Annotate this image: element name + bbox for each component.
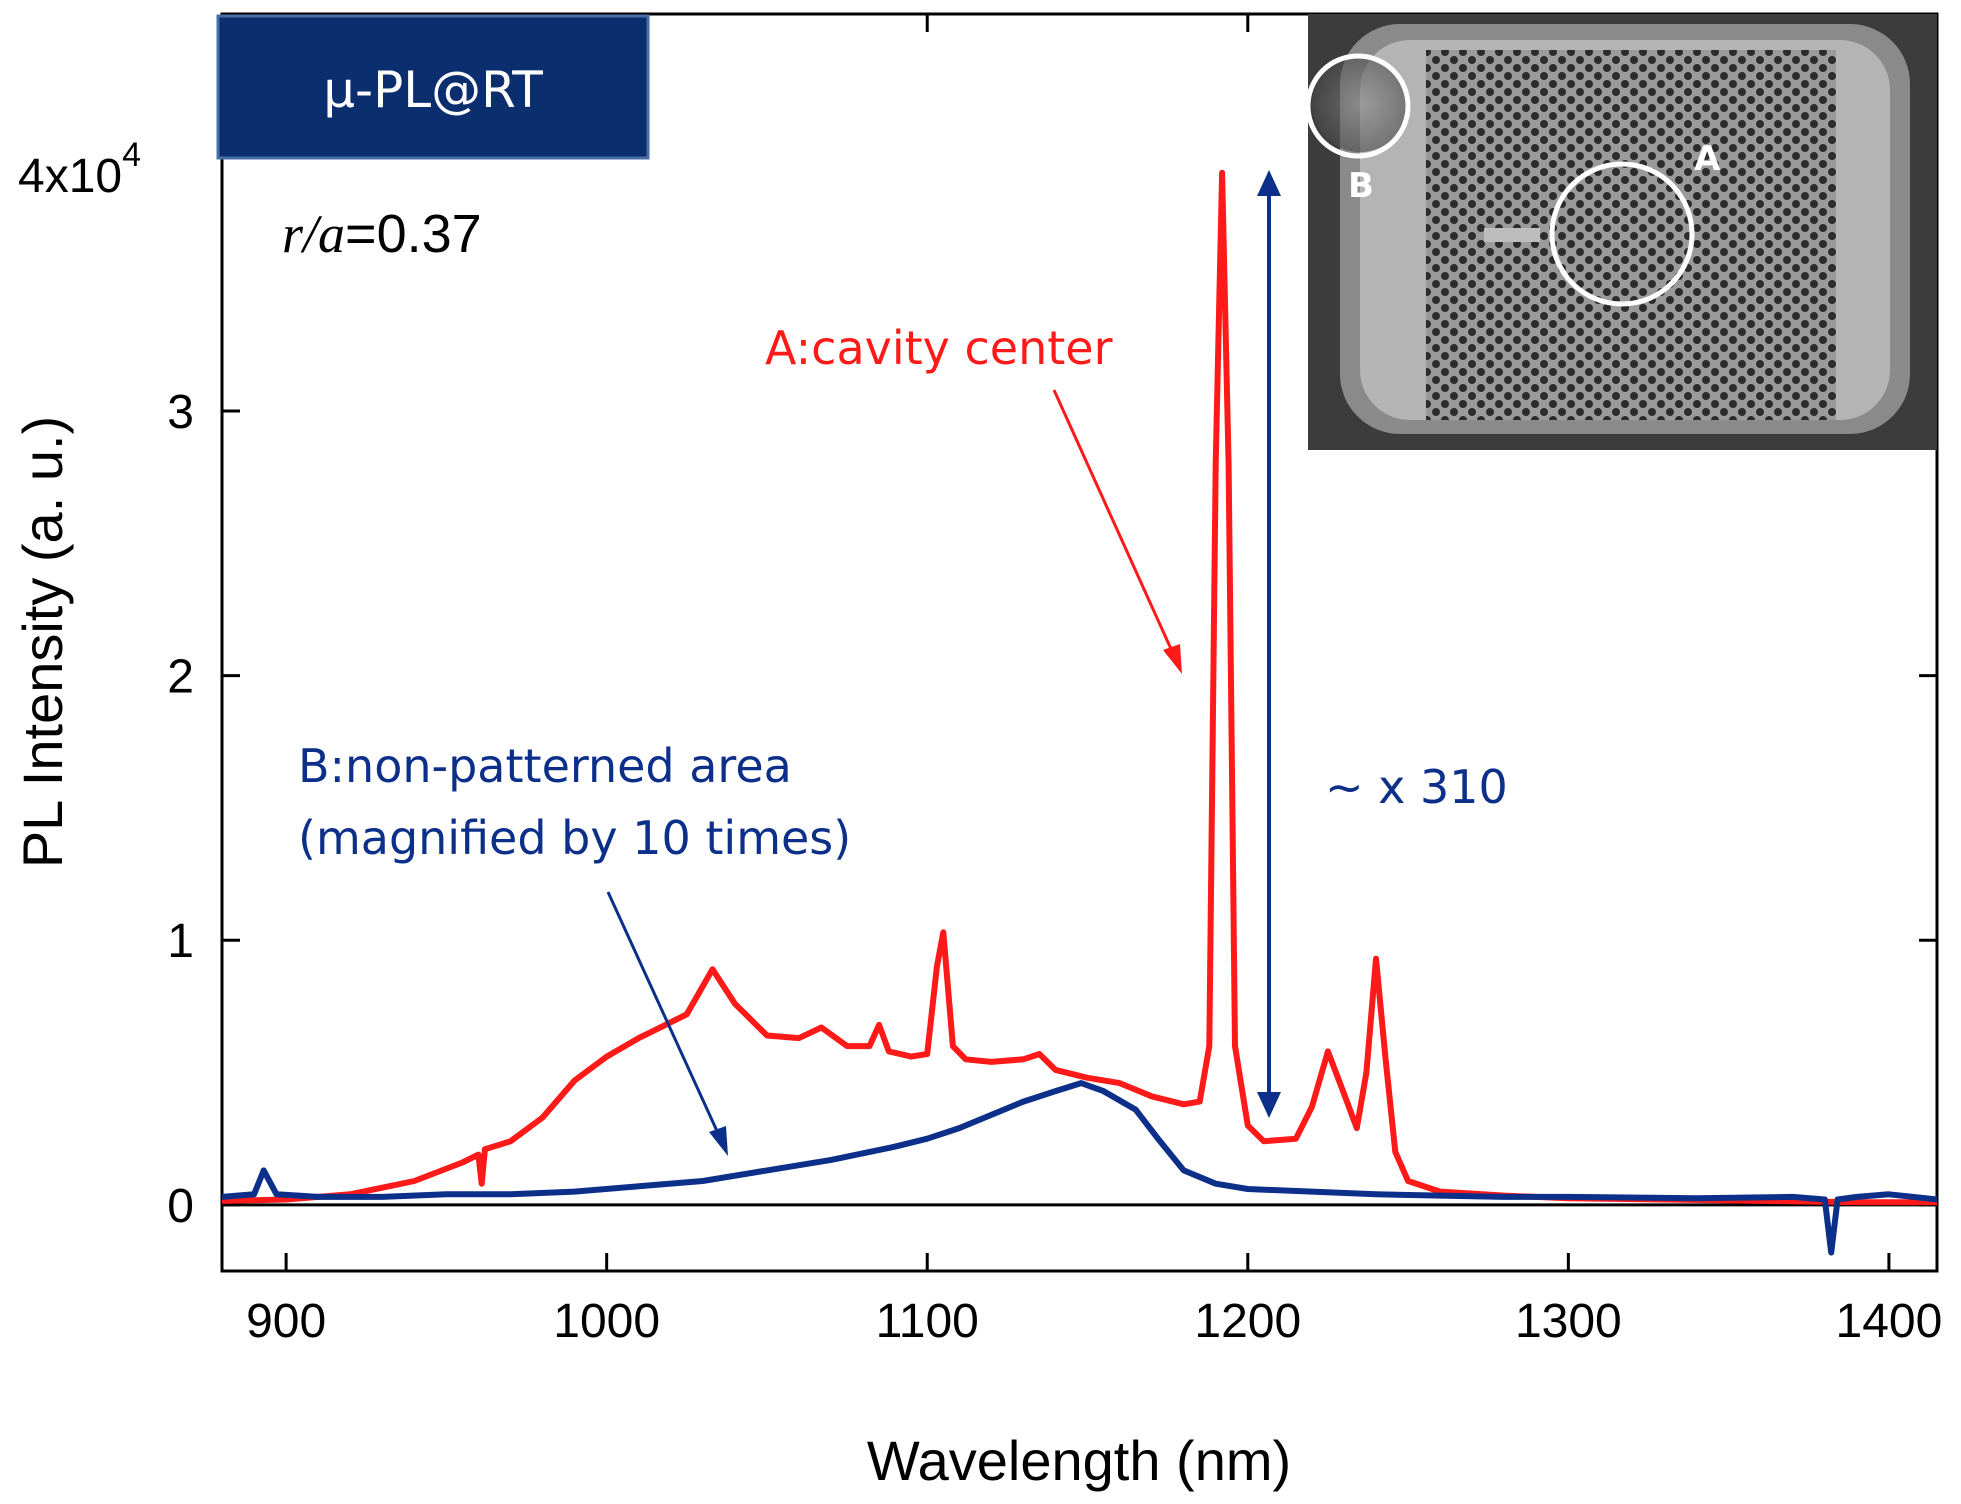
ratio-value: =0.37: [345, 204, 482, 264]
series-line-cavity-center: [221, 169, 1937, 1206]
x-tick-label: 1400: [1836, 1295, 1943, 1348]
ratio-symbol: r/a: [282, 204, 345, 264]
x-axis-title: Wavelength (nm): [867, 1429, 1291, 1492]
series-b-arrow: [606, 891, 724, 1143]
x-axis-ticks: 900 1000 1100 1200 1300 1400: [246, 14, 1942, 1348]
y-top-exponent: 4: [122, 136, 141, 174]
plot-frame: [220, 12, 1939, 1273]
y-tick-label-top: 4x104: [18, 136, 141, 203]
x-tick-label: 900: [246, 1295, 326, 1348]
x-tick-label: 1100: [876, 1295, 979, 1348]
y-axis-title: PL Intensity (a. u.): [11, 416, 74, 868]
y-tick-label: 3: [167, 386, 194, 439]
series-line-non-patterned-area: [221, 1080, 1938, 1256]
x-tick-label: 1200: [1194, 1295, 1301, 1348]
series-a-arrow: [1052, 389, 1178, 661]
ratio-arrowhead-bottom: [1257, 1092, 1281, 1118]
x-tick-label: 1300: [1515, 1295, 1622, 1348]
x-tick-label: 1000: [553, 1295, 660, 1348]
series-b-arrowhead: [709, 1126, 728, 1156]
series-a-arrowhead: [1163, 644, 1182, 674]
ratio-arrowhead-top: [1257, 170, 1281, 196]
y-tick-label: 2: [167, 651, 194, 704]
y-axis-ticks: 0 1 2 3: [167, 144, 1937, 1233]
ratio-label: ~ x 310: [1325, 760, 1508, 814]
measurement-badge: [216, 14, 650, 160]
inset-label-a: A: [1694, 139, 1721, 179]
inset-circle-b: [1305, 53, 1411, 159]
series-b-label-line2: (magnified by 10 times): [298, 811, 851, 865]
y-tick-label: 0: [167, 1180, 194, 1233]
ratio-parameter-label: r/a=0.37: [282, 204, 482, 264]
inset-label-b: B: [1348, 166, 1374, 206]
sem-inset-image: A B: [1305, 14, 1937, 450]
measurement-badge-text: μ-PL@RT: [323, 61, 543, 119]
series-a-label: A:cavity center: [765, 321, 1113, 375]
series-b-label-line1: B:non-patterned area: [298, 739, 792, 793]
y-top-mantissa: 4x10: [18, 150, 122, 203]
y-tick-label: 1: [167, 915, 194, 968]
inset-circle-a: [1549, 161, 1695, 307]
